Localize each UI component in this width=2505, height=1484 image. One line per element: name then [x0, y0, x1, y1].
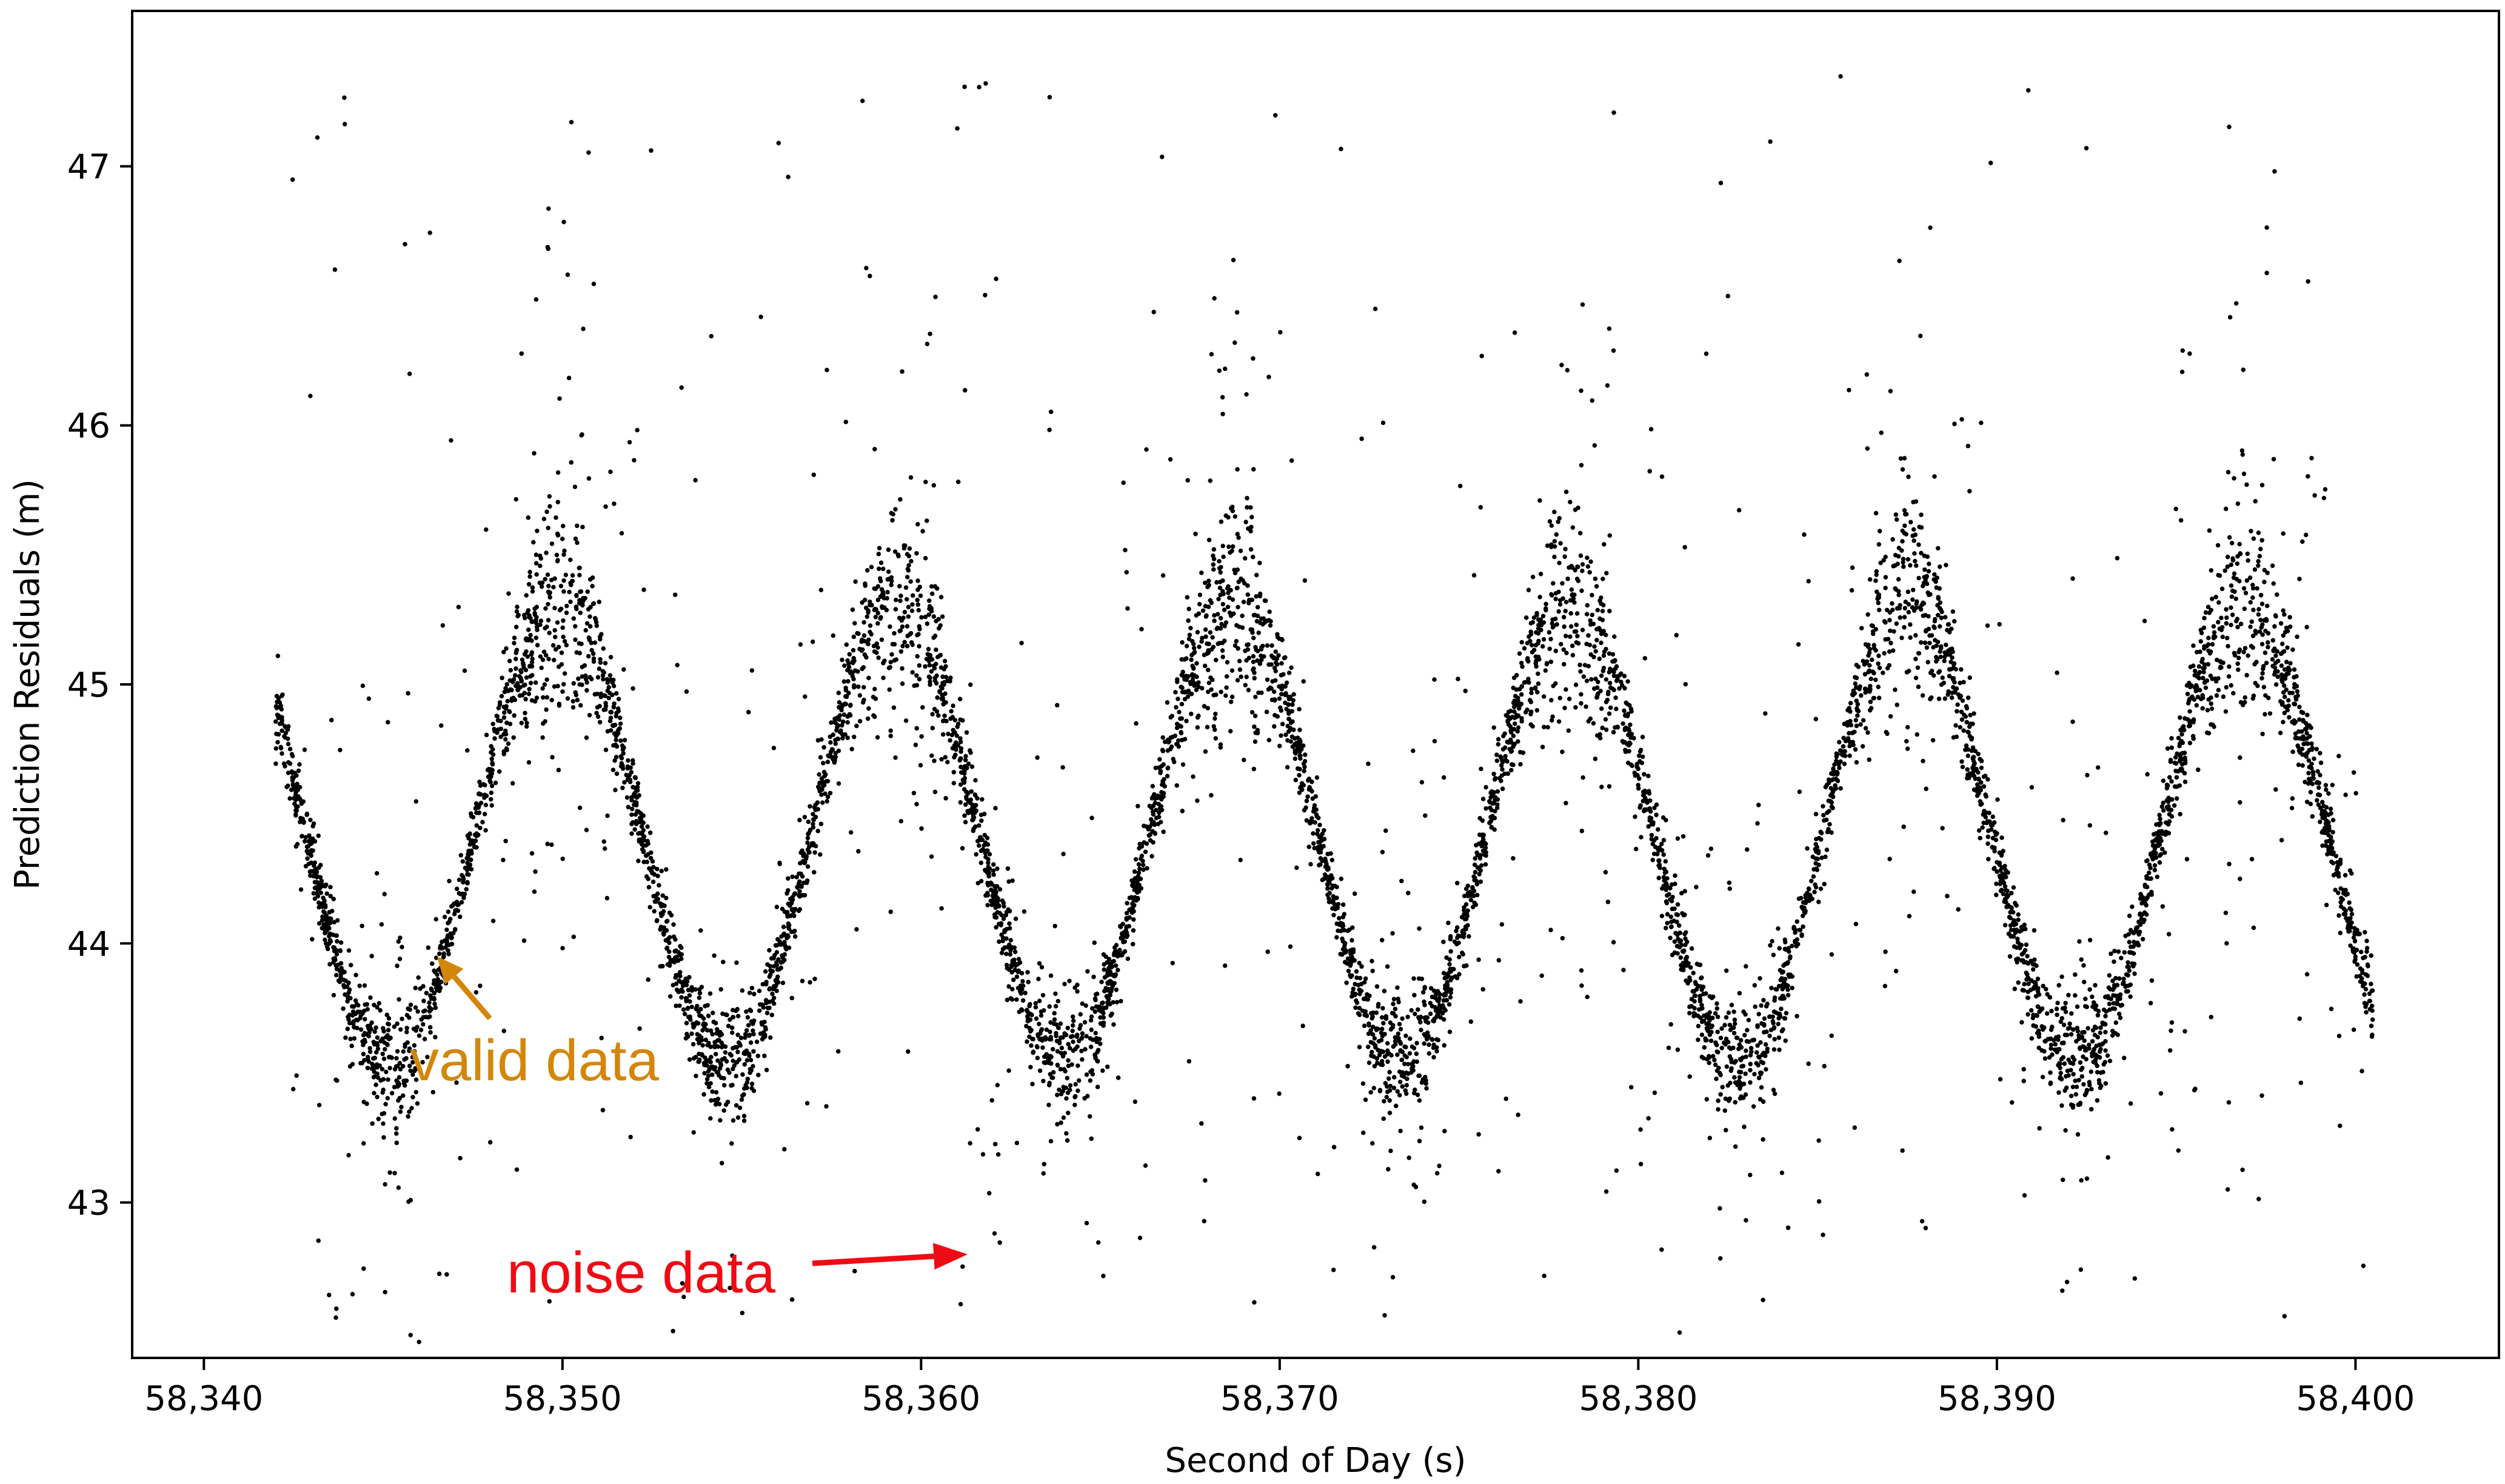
noise-data-arrowhead — [933, 1243, 968, 1270]
y-tick-label: 47 — [67, 147, 110, 187]
data-points — [273, 74, 2375, 1345]
x-tick-label: 58,400 — [2296, 1379, 2415, 1419]
x-axis: 58,340 58,350 58,360 58,370 58,380 58,390 58,4… — [144, 1358, 2415, 1419]
scatter-points — [273, 74, 2375, 1345]
y-tick-label: 44 — [67, 924, 110, 964]
noise-data-annotation: noise data — [507, 1240, 968, 1305]
y-axis: 43 44 45 46 47 — [67, 147, 132, 1223]
valid-data-annotation: valid data — [410, 956, 660, 1093]
y-axis-label: Prediction Residuals (m) — [8, 479, 47, 890]
noise-data-label: noise data — [507, 1240, 776, 1305]
valid-data-label: valid data — [410, 1028, 660, 1093]
noise-data-arrow — [812, 1253, 934, 1266]
x-tick-label: 58,370 — [1220, 1379, 1339, 1419]
y-tick-label: 43 — [67, 1184, 110, 1223]
x-tick-label: 58,380 — [1579, 1379, 1697, 1419]
valid-data-arrowhead — [436, 956, 464, 985]
y-tick-label: 45 — [67, 666, 110, 705]
x-tick-label: 58,390 — [1938, 1379, 2056, 1419]
x-tick-label: 58,350 — [503, 1379, 622, 1419]
x-tick-label: 58,360 — [861, 1379, 980, 1419]
valid-data-arrow — [452, 975, 492, 1020]
y-tick-label: 46 — [67, 407, 110, 446]
x-axis-label: Second of Day (s) — [1165, 1441, 1467, 1480]
x-tick-label: 58,340 — [144, 1379, 263, 1419]
